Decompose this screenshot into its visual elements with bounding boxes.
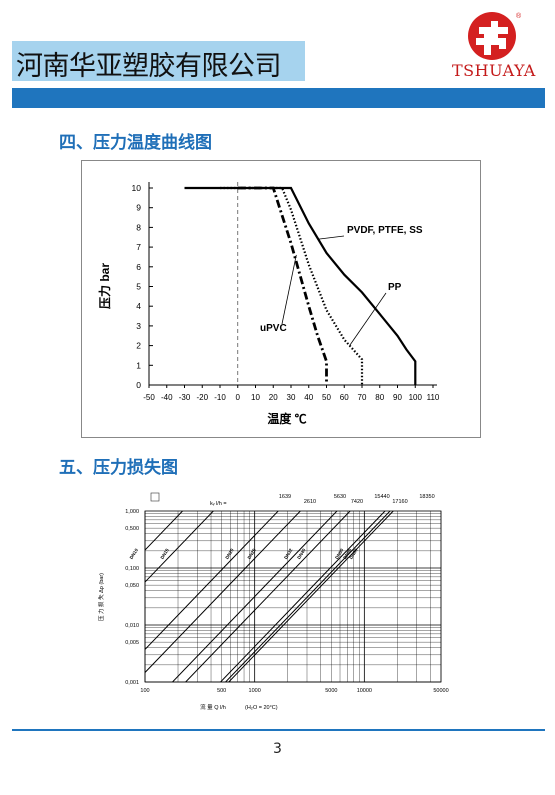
x-tick-label: 0 [236,393,241,402]
series-label: DN20 [224,547,235,560]
y-tick-label: 10 [132,183,142,193]
x-tick-label: 100 [409,393,423,402]
y-axis-title: 压力 bar [97,263,112,309]
footer-line [12,729,545,731]
company-logo-icon: ® [468,12,522,60]
x-axis-title: 温度 ℃ [267,411,306,426]
x-tick-label: 60 [340,393,349,402]
series-line-pvdf-ptfe-ss [184,186,417,385]
x-tick-label: -50 [143,393,155,402]
series-label: DN65 [342,547,353,560]
series-line-dn15 [145,511,215,583]
pressure-loss-chart: 压 力 损 失UPVC / PP / PVDF1,0000,5000,1000,… [97,478,449,711]
x-tick-label: 5000 [325,688,337,694]
series-leader-line [349,292,387,346]
series-line-dn40 [184,511,351,682]
kv-value-label: 1639 [279,494,291,500]
logo-text: TSHUAYA [452,61,536,80]
x-tick-label: 80 [375,393,384,402]
x-tick-label: 50000 [433,688,448,694]
y-tick-label: 0,050 [125,583,139,589]
x-tick-label: 110 [427,393,440,402]
kv-value-label: 18350 [419,494,434,500]
series-leader-line [281,254,297,325]
y-tick-label: 8 [136,222,141,232]
series-line-dn10 [145,511,184,551]
series-label: DN40 [296,547,307,560]
y-tick-label: 2 [136,341,141,351]
plot-frame [144,510,442,683]
x-tick-label: 1000 [249,688,261,694]
y-tick-label: 0,010 [125,623,139,629]
y-tick-label: 1 [136,360,141,370]
series-label: uPVC [260,323,287,334]
y-tick-label: 0,500 [125,526,139,532]
pressure-loss-figure: 压 力 损 失UPVC / PP / PVDF1,0000,5000,1000,… [95,478,459,715]
x-tick-label: -20 [196,393,208,402]
registered-mark: ® [516,12,522,20]
grid-symbol-icon [150,492,160,502]
series-label: DN32 [283,547,294,560]
series-label: DN80 [348,547,359,560]
kv-value-label: 15440 [374,494,389,500]
series-line-dn80 [228,511,394,682]
x-tick-label: 50 [322,393,331,402]
series-leader-line [317,235,345,240]
kv-value-label: 7420 [351,499,363,505]
series-line-dn50 [219,511,386,682]
x-tick-label: 100 [140,688,149,694]
y-tick-label: 0,001 [125,680,139,686]
y-tick-label: 1,000 [125,509,139,515]
series-label: DN25 [246,547,257,560]
y-tick-label: 5 [136,282,141,292]
y-tick-label: 3 [136,321,141,331]
y-tick-label: 0 [136,380,141,390]
y-axis-title: 压 力 损 失 Δp (bar) [97,573,105,621]
x-tick-label: -10 [214,393,226,402]
x-tick-label: 40 [304,393,313,402]
series-label: PP [388,282,402,293]
x-tick-label: 20 [269,393,278,402]
y-tick-label: 9 [136,203,141,213]
kv-value-label: 5630 [334,494,346,500]
x-tick-label: -40 [161,393,173,402]
section-heading-pressure-loss: 五、压力损失图 [59,458,178,478]
x-tick-label: 10000 [357,688,372,694]
x-tick-label: 10 [251,393,260,402]
x-tick-label: -30 [179,393,191,402]
kv-value-label: 2610 [304,499,316,505]
series-label: DN10 [129,547,140,560]
pressure-temperature-chart: 0 1 2 3 4 5 6 7 8 9 10 -50 -40 -30 -20 -10 0 10 20 30 40 50 60… [97,182,440,426]
series-line-pp [220,186,364,385]
x-tick-label: 30 [287,393,296,402]
series-line-upvc [237,186,328,385]
kv-label: kᵥ l/h = [210,501,227,507]
y-tick-label: 6 [136,262,141,272]
y-tick-label: 7 [136,242,141,252]
page-number: 3 [273,741,282,757]
header-bar [12,88,545,108]
y-tick-label: 4 [136,301,141,311]
series-line-dn25 [145,511,302,674]
section-heading-pressure-temperature: 四、压力温度曲线图 [59,133,212,153]
series-label: DN15 [159,547,170,560]
x-tick-label: 500 [217,688,226,694]
y-tick-label: 0,100 [125,566,139,572]
series-line-dn65 [224,511,391,682]
pressure-temperature-figure: 0 1 2 3 4 5 6 7 8 9 10 -50 -40 -30 -20 -10 0 10 20 30 40 50 60… [81,160,481,438]
company-name: 河南华亚塑胶有限公司 [16,51,282,82]
series-line-dn20 [145,511,279,651]
series-line-dn32 [171,511,338,682]
x-axis-note: (H₂O = 20°C) [245,705,278,711]
company-banner [12,41,305,81]
x-axis-title: 流 量 Q l/h [200,703,226,711]
y-tick-label: 0,005 [125,640,139,646]
kv-value-label: 17160 [392,499,407,505]
x-tick-label: 70 [358,393,367,402]
x-tick-label: 90 [393,393,402,402]
series-label: DN50 [334,547,345,560]
series-label: PVDF, PTFE, SS [347,225,423,236]
